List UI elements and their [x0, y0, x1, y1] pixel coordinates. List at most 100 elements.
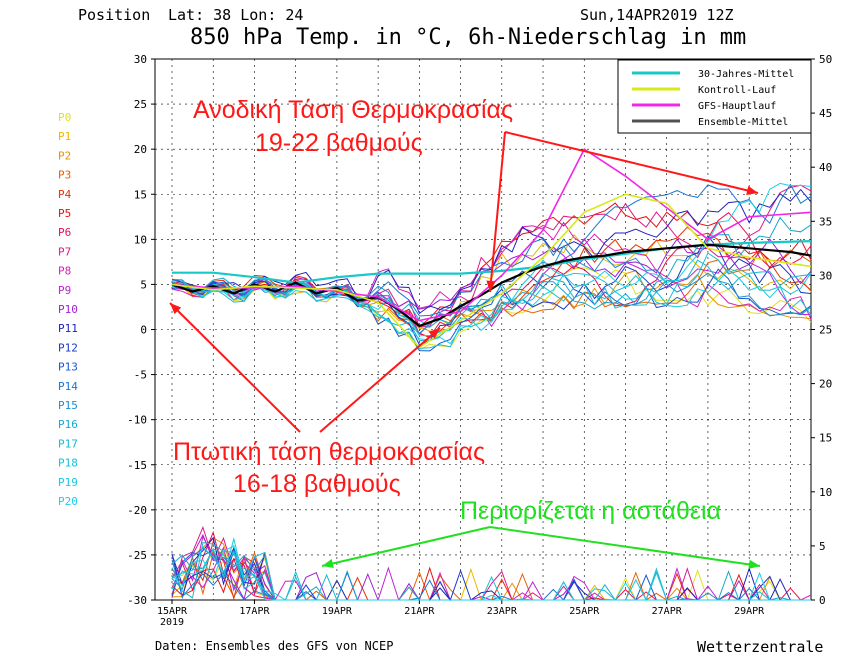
member-line-p7 — [171, 184, 812, 328]
data-source: Daten: Ensembles des GFS von NCEP — [155, 639, 393, 653]
arrow-spread-right — [489, 526, 761, 567]
member-label-p9: P9 — [58, 284, 71, 297]
x-tick-year: 2019 — [160, 617, 184, 628]
annotation-rise-line1: Ανοδική Τάση Θερμοκρασίας — [193, 96, 513, 124]
member-label-p6: P6 — [58, 226, 71, 239]
member-line-p5 — [171, 202, 812, 328]
y-left-tick-label: -5 — [134, 369, 147, 382]
arrow-fall-to-trough — [319, 327, 441, 433]
member-label-p16: P16 — [58, 418, 78, 431]
member-label-p11: P11 — [58, 322, 78, 335]
x-tick-label: 27APR — [652, 606, 683, 617]
y-right-tick-label: 20 — [819, 378, 832, 391]
member-label-p1: P1 — [58, 130, 71, 143]
legend-label: Kontroll-Lauf — [698, 85, 776, 96]
arrow-rise-to-end — [504, 131, 759, 194]
member-label-p19: P19 — [58, 476, 78, 489]
run-time: Sun,14APR2019 12Z — [580, 6, 734, 24]
member-line-p18 — [171, 252, 812, 349]
arrow-fall-to-trough-head — [428, 328, 440, 339]
legend-label: 30-Jahres-Mittel — [698, 69, 794, 80]
y-left-tick-label: -10 — [127, 414, 147, 427]
arrow-spread-right-head — [748, 559, 760, 570]
series-kontroll-lauf — [171, 193, 812, 349]
y-right-tick-label: 40 — [819, 161, 832, 174]
brand-label: Wetterzentrale — [697, 638, 823, 656]
arrow-fall-to-start-head — [170, 303, 182, 315]
annotation-rise-line2: 19-22 βαθμούς — [255, 129, 423, 157]
y-left-tick-label: 30 — [134, 53, 147, 66]
member-line-p11 — [171, 188, 812, 315]
y-right-tick-label: 35 — [819, 215, 832, 228]
member-label-p15: P15 — [58, 399, 78, 412]
legend-label: Ensemble-Mittel — [698, 117, 788, 128]
y-left-tick-label: -15 — [127, 459, 147, 472]
member-label-p7: P7 — [58, 245, 71, 258]
annotation-spread: Περιορίζεται η αστάθεια — [460, 497, 721, 525]
member-label-p13: P13 — [58, 361, 78, 374]
annotation-fall-line1: Πτωτική τάση θερμοκρασίας — [173, 438, 485, 466]
arrow-rise-to-end-head — [746, 185, 758, 195]
y-left-tick-label: -20 — [127, 504, 147, 517]
member-label-p4: P4 — [58, 188, 72, 201]
y-left-tick-label: 25 — [134, 98, 147, 111]
y-right-tick-label: 50 — [819, 53, 832, 66]
y-right-tick-label: 45 — [819, 107, 832, 120]
member-label-p12: P12 — [58, 341, 78, 354]
y-left-axis: 30 25 20 15 10 5 0 -5 -10 -15 -20 -25 -30 — [127, 53, 155, 607]
y-right-tick-label: 15 — [819, 432, 832, 445]
y-right-tick-label: 0 — [819, 594, 826, 607]
member-label-p18: P18 — [58, 457, 78, 470]
member-line-p15 — [171, 245, 812, 335]
member-label-p5: P5 — [58, 207, 71, 220]
member-label-p10: P10 — [58, 303, 78, 316]
y-left-tick-label: 20 — [134, 143, 147, 156]
y-left-tick-label: 15 — [134, 188, 147, 201]
y-left-tick-label: -25 — [127, 549, 147, 562]
member-label-p3: P3 — [58, 169, 71, 182]
x-tick-label: 25APR — [569, 606, 600, 617]
y-left-tick-label: 0 — [140, 324, 147, 337]
x-tick-label: 19APR — [322, 606, 353, 617]
x-axis: 15APR 17APR 19APR 21APR 23APR 25APR 27APR 29APR… — [157, 600, 765, 628]
arrow-fall-to-start — [169, 302, 301, 433]
annotation-fall-line2: 16-18 βαθμούς — [233, 470, 401, 498]
arrow-spread-left — [321, 526, 491, 567]
arrow-rise-to-curve — [489, 131, 506, 293]
y-left-tick-label: 5 — [140, 278, 147, 291]
x-tick-label: 23APR — [487, 606, 518, 617]
series-gfs-hauptlauf — [171, 148, 812, 322]
arrow-spread-left-head — [322, 558, 334, 569]
y-left-tick-label: 10 — [134, 233, 147, 246]
member-label-p0: P0 — [58, 111, 71, 124]
y-right-tick-label: 30 — [819, 269, 832, 282]
annotation-arrows — [169, 131, 761, 570]
position-coords: Lat: 38 Lon: 24 — [168, 6, 303, 24]
y-right-tick-label: 10 — [819, 486, 832, 499]
legend-label: GFS-Hauptlauf — [698, 101, 776, 112]
y-right-tick-label: 25 — [819, 324, 832, 337]
member-label-p2: P2 — [58, 149, 71, 162]
precip-line-p12 — [171, 546, 811, 602]
member-labels: P0 P1 P2 P3 P4 P5 P6 P7 P8 P9 P10 P11 P12 P13 P14 P15 P1… — [58, 111, 78, 508]
x-tick-label: 21APR — [404, 606, 435, 617]
chart-title: 850 hPa Temp. in °C, 6h-Niederschlag in … — [190, 25, 746, 50]
precip-line-p20 — [171, 545, 811, 601]
y-left-tick-label: -30 — [127, 594, 147, 607]
legend: 30-Jahres-Mittel Kontroll-Lauf GFS-Hauptla… — [632, 69, 794, 128]
x-tick-label: 29APR — [734, 606, 765, 617]
member-label-p20: P20 — [58, 495, 78, 508]
member-label-p17: P17 — [58, 437, 78, 450]
precip-lines — [171, 525, 812, 602]
x-tick-label: 17APR — [239, 606, 270, 617]
member-line-p19 — [171, 259, 812, 345]
position-label: Position — [78, 6, 150, 24]
member-label-p8: P8 — [58, 265, 71, 278]
x-tick-label: 15APR — [157, 606, 188, 617]
precip-line-p9 — [171, 546, 811, 601]
member-line-p20 — [171, 182, 812, 337]
member-label-p14: P14 — [58, 380, 78, 393]
arrow-rise-to-curve-head — [486, 280, 496, 292]
y-right-tick-label: 5 — [819, 540, 826, 553]
